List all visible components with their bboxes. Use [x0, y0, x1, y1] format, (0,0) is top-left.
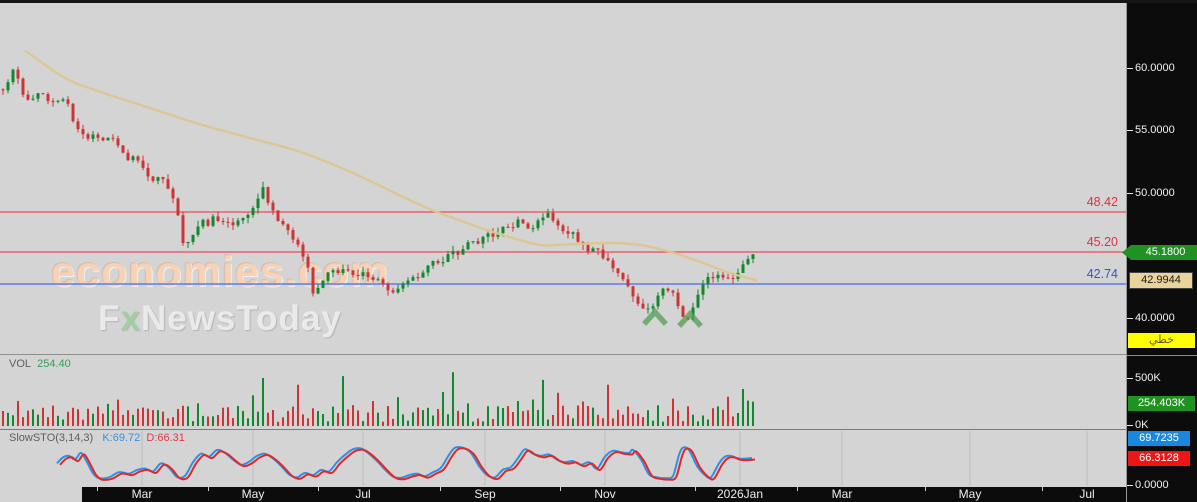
- time-axis-label: Mar: [131, 487, 153, 501]
- prev-close-badge: 42.9944: [1129, 272, 1193, 289]
- sto-d-badge: 66.3128: [1128, 451, 1190, 466]
- last-price-badge: 45.1800: [1122, 245, 1197, 260]
- buy-signal-arrow-icon: [677, 309, 703, 328]
- time-tick-mark: [797, 487, 798, 491]
- stochastic-pane-label: SlowSTO(3,14,3) K:69.72 D:66.31: [9, 432, 185, 444]
- resistance-level-label-2: 45.20: [1086, 235, 1118, 249]
- axis-panel-separator: [1127, 355, 1197, 356]
- stochastic-indicator-name: SlowSTO(3,14,3): [9, 432, 94, 444]
- time-axis-label: May: [241, 487, 265, 501]
- axis-tick-mark: [1127, 193, 1133, 194]
- time-tick-mark: [97, 487, 98, 491]
- volume-pane-label: VOL 254.40: [9, 358, 71, 370]
- sto-k-badge: 69.7235: [1128, 431, 1190, 446]
- time-axis-label: Jul: [355, 487, 371, 501]
- stochastic-k-value: K:69.72: [102, 432, 141, 444]
- pane-separator-stochastic[interactable]: [0, 429, 1126, 430]
- time-tick-mark: [318, 487, 319, 491]
- axis-tick-label: 40.0000: [1135, 312, 1175, 324]
- stochastic-k-line: [56, 445, 753, 480]
- axis-tick-mark: [1127, 425, 1133, 426]
- time-axis[interactable]: Mar May Jul Sep Nov 2026Jan Mar May Jul: [82, 487, 1197, 502]
- chart-canvas[interactable]: [0, 0, 1126, 487]
- time-tick-mark: [208, 487, 209, 491]
- time-axis-label: May: [958, 487, 982, 501]
- volume-value-badge: 254.403K: [1128, 396, 1195, 411]
- pane-separator-volume[interactable]: [0, 354, 1126, 355]
- axis-tick-mark: [1127, 485, 1133, 486]
- axis-tick-mark: [1127, 318, 1133, 319]
- axis-tick-label: 0.0000: [1135, 479, 1169, 491]
- axis-tick-label: 55.0000: [1135, 124, 1175, 136]
- watermark-x-letter: x: [120, 299, 141, 338]
- time-axis-label: Mar: [831, 487, 853, 501]
- scale-mode-badge[interactable]: خطي: [1128, 333, 1195, 348]
- time-tick-mark: [925, 487, 926, 491]
- time-tick-mark: [1042, 487, 1043, 491]
- window-top-edge: [0, 0, 1197, 3]
- axis-tick-label: 500K: [1135, 372, 1161, 384]
- volume-indicator-name: VOL: [9, 358, 32, 370]
- time-axis-label: Nov: [594, 487, 616, 501]
- stochastic-d-value: D:66.31: [146, 432, 185, 444]
- time-axis-label: Jul: [1079, 487, 1095, 501]
- axis-tick-mark: [1127, 378, 1133, 379]
- time-axis-label: 2026Jan: [716, 487, 764, 501]
- watermark-fxnewstoday: FxNewsToday: [98, 299, 342, 338]
- axis-tick-mark: [1127, 68, 1133, 69]
- axis-tick-label: 60.0000: [1135, 62, 1175, 74]
- time-tick-mark: [560, 487, 561, 491]
- support-level-label: 42.74: [1086, 267, 1118, 281]
- volume-bars: [2, 372, 754, 426]
- buy-signal-arrow-icon: [642, 307, 668, 326]
- candlestick-series: [1, 66, 755, 322]
- axis-tick-label: 50.0000: [1135, 187, 1175, 199]
- resistance-level-label-1: 48.42: [1086, 195, 1118, 209]
- axis-tick-label: 0K: [1135, 419, 1149, 431]
- moving-average-line: [24, 49, 758, 282]
- time-tick-mark: [440, 487, 441, 491]
- time-axis-label: Sep: [474, 487, 496, 501]
- stochastic-d-line: [59, 447, 756, 481]
- axis-tick-mark: [1127, 130, 1133, 131]
- volume-current-value: 254.40: [37, 358, 71, 370]
- time-tick-mark: [695, 487, 696, 491]
